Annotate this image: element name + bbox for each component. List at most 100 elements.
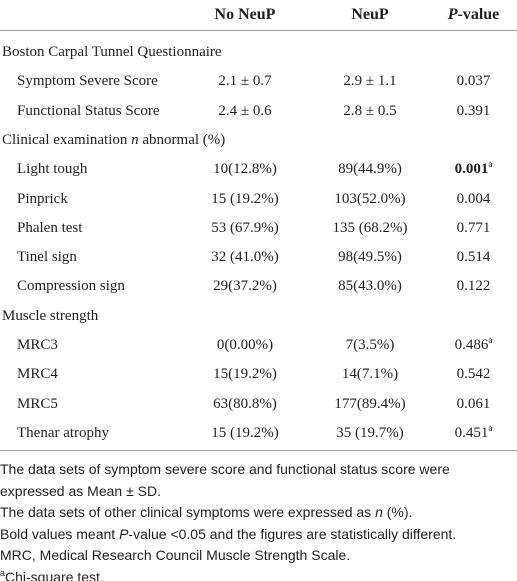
footnote: Bold values meant P-value <0.05 and the … [0, 524, 515, 546]
text: Phalen test [17, 219, 83, 236]
text: The data sets of other clinical symptoms… [0, 504, 376, 520]
text: 10(12.8%) [213, 161, 277, 178]
cell-value: 15 (19.2%) [185, 185, 305, 214]
cell-value: 0.391 [430, 97, 517, 126]
text: Bold values meant [0, 525, 120, 542]
row-label: Functional Status Score [17, 97, 160, 126]
row-label: Thenar atrophy [17, 419, 109, 448]
section-row: Muscle strength [0, 302, 517, 331]
text: 0.004 [456, 190, 491, 207]
data-row: Phalen test 53 (67.9%) 135 (68.2%) 0.771 [0, 214, 517, 243]
text: Symptom Severe Score [17, 73, 158, 90]
text: 0(0.00%) [216, 337, 274, 353]
text: Light tough [17, 161, 88, 178]
cell-value: 0.122 [430, 272, 517, 301]
cell-value: 89(44.9%) [310, 155, 430, 184]
header-cell: No NeuP [185, 0, 305, 30]
header-row: No NeuP NeuP P-value [0, 0, 517, 30]
header-cell: P-value [430, 0, 517, 30]
row-label: Pinprick [17, 185, 68, 214]
data-row: MRC3 0(0.00%) 7(3.5%) 0.486a [0, 331, 517, 360]
text: -value [457, 6, 500, 23]
data-row: MRC4 15(19.2%) 14(7.1%) 0.542 [0, 360, 517, 389]
cell-value: 135 (68.2%) [310, 214, 430, 243]
cell-value: 177(89.4%) [310, 390, 430, 419]
superscript: a [0, 567, 6, 578]
superscript: a [488, 335, 493, 345]
cell-value: 0.037 [430, 67, 517, 96]
text: 0.037 [456, 73, 491, 90]
row-label: Compression sign [17, 272, 125, 301]
text: Boston Carpal Tunnel Questionnaire [2, 44, 222, 60]
text: 0.061 [456, 395, 491, 412]
text: Muscle strength [2, 307, 99, 324]
cell-value: 2.1 ± 0.7 [185, 67, 305, 96]
cell-value: 85(43.0%) [310, 272, 430, 301]
footnote: MRC, Medical Research Council Muscle Str… [0, 545, 515, 567]
row-label: Muscle strength [2, 302, 98, 331]
text: 0.514 [456, 249, 491, 266]
text: abnormal (%) [138, 131, 226, 148]
text: Tinel sign [17, 249, 77, 266]
text: MRC5 [17, 395, 58, 412]
section-row: Clinical examination n abnormal (%) [0, 126, 517, 155]
row-label: MRC3 [17, 331, 58, 360]
cell-value: 103(52.0%) [310, 185, 430, 214]
text: 2.4 ± 0.6 [218, 102, 272, 119]
row-label: MRC5 [17, 390, 58, 419]
cell-value: 0.001a [430, 155, 517, 184]
data-row: Light tough 10(12.8%) 89(44.9%) 0.001a [0, 155, 517, 184]
section-row: Boston Carpal Tunnel Questionnaire [0, 38, 517, 67]
cell-value: 10(12.8%) [185, 155, 305, 184]
text: P [119, 525, 129, 542]
text: 15 (19.2%) [211, 190, 279, 207]
cell-value: 0.486a [430, 331, 517, 360]
text: P [447, 6, 458, 23]
text: 103(52.0%) [334, 190, 406, 207]
superscript: a [488, 159, 493, 170]
row-label: MRC4 [17, 360, 58, 389]
data-row: Compression sign 29(37.2%) 85(43.0%) 0.122 [0, 272, 517, 301]
cell-value: 15 (19.2%) [185, 419, 305, 448]
text: 0.391 [456, 102, 491, 119]
cell-value: 2.8 ± 0.5 [310, 97, 430, 126]
text: 0.542 [456, 366, 491, 383]
text: NeuP [351, 6, 389, 23]
row-label: Phalen test [17, 214, 82, 243]
text: 2.1 ± 0.7 [218, 73, 272, 90]
data-row: Tinel sign 32 (41.0%) 98(49.5%) 0.514 [0, 243, 517, 272]
text: The data sets of symptom severe score an… [0, 461, 450, 499]
cell-value: 53 (67.9%) [185, 214, 305, 243]
cell-value: 15(19.2%) [185, 360, 305, 389]
text: -value <0.05 and the figures are statist… [128, 525, 457, 542]
text: MRC, Medical Research Council Muscle Str… [0, 547, 351, 563]
footnote: aChi-square test. [0, 567, 515, 581]
rule [0, 30, 517, 31]
data-row: Symptom Severe Score 2.1 ± 0.7 2.9 ± 1.1 0.… [0, 67, 517, 96]
text: 177(89.4%) [334, 395, 406, 412]
footnote: The data sets of other clinical symptoms… [0, 502, 515, 524]
data-row: Thenar atrophy 15 (19.2%) 35 (19.7%) 0.451a [0, 419, 517, 448]
text: 0.451 [454, 424, 489, 441]
text: 7(3.5%) [345, 337, 395, 353]
footnotes: The data sets of symptom severe score an… [0, 459, 515, 581]
text: No NeuP [214, 6, 276, 23]
cell-value: 63(80.8%) [185, 390, 305, 419]
text: 15(19.2%) [213, 366, 277, 383]
row-label: Light tough [17, 155, 87, 184]
footnote: The data sets of symptom severe score an… [0, 459, 515, 502]
text: n [375, 504, 383, 520]
data-row: MRC5 63(80.8%) 177(89.4%) 0.061 [0, 390, 517, 419]
cell-value: 0.514 [430, 243, 517, 272]
text: 35 (19.7%) [336, 424, 404, 441]
cell-value: 0(0.00%) [185, 331, 305, 360]
text: 0.122 [456, 278, 491, 295]
text: 15 (19.2%) [211, 424, 279, 441]
data-row: Functional Status Score 2.4 ± 0.6 2.8 ± 0.… [0, 97, 517, 126]
cell-value: 0.542 [430, 360, 517, 389]
cell-value: 98(49.5%) [310, 243, 430, 272]
cell-value: 7(3.5%) [310, 331, 430, 360]
rule [0, 450, 517, 452]
text: n [131, 131, 139, 148]
